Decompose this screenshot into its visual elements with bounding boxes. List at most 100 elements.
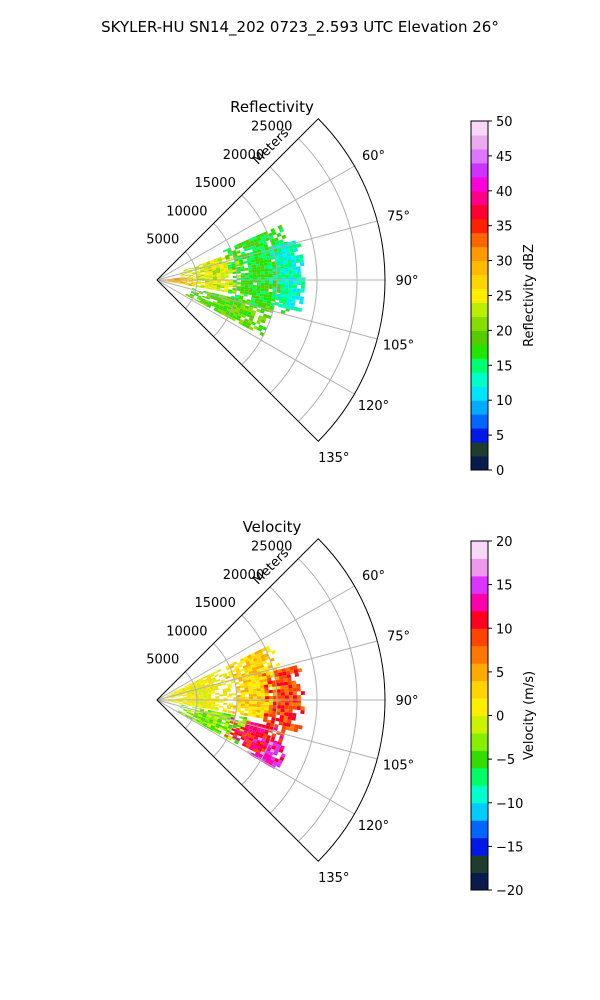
echo-cell [203,267,208,270]
echo-cell [244,318,249,323]
echo-cell [163,700,168,702]
echo-cell [279,756,285,762]
echo-cell [171,701,176,702]
echo-cell [243,667,249,671]
echo-cell [255,712,261,716]
echo-cell [290,302,296,307]
echo-cell [185,294,190,297]
echo-cell [170,693,175,696]
echo-cell [175,702,180,704]
echo-cell [167,281,172,283]
echo-cell [171,701,176,703]
echo-cell [196,684,202,687]
echo-cell [245,241,251,246]
colorbar-band [471,732,488,751]
echo-cell [232,304,238,308]
echo-cell [246,676,251,681]
echo-cell [243,682,248,686]
echo-cell [220,303,225,307]
echo-cell [232,271,237,275]
echo-cell [296,683,301,688]
echo-cell [266,734,272,740]
echo-cell [185,293,190,297]
echo-cell [207,698,212,700]
echo-cell [196,272,201,275]
echo-cell [207,704,212,707]
colorbar-band [471,316,488,331]
colorbar-tick-label: 30 [496,255,513,270]
echo-cell [216,285,221,288]
echo-cell [171,700,176,702]
echo-cell [207,703,212,706]
echo-cell [202,706,207,709]
echo-cell [227,264,232,267]
echo-cell [208,278,213,280]
echo-cell [174,695,179,697]
echo-cell [180,280,185,282]
echo-cell [258,315,263,320]
range-tick-label: 15000 [194,176,235,191]
echo-cell [212,277,217,280]
echo-cell [204,681,209,685]
echo-cell [271,231,277,236]
echo-cell [209,685,215,689]
echo-cell [224,303,229,307]
echo-cell [163,280,168,282]
echo-cell [280,267,285,272]
echo-cell [191,702,196,704]
echo-cell [251,667,257,671]
echo-cell [250,259,256,263]
echo-cell [241,723,246,727]
echo-cell [234,297,239,302]
echo-cell [217,299,222,303]
echo-cell [222,728,227,732]
colorbar-band [471,855,488,874]
echo-cell [199,709,204,712]
range-tick-label: 10000 [166,204,207,219]
echo-cell [210,690,215,693]
echo-cell [217,718,223,722]
echo-cell [252,287,257,291]
echo-cell [244,284,249,288]
echo-cell [235,686,241,689]
echo-cell [223,266,229,269]
echo-cell [259,232,265,238]
echo-cell [300,288,305,293]
colorbar-band [471,456,488,471]
echo-cell [254,744,259,750]
echo-cell [180,275,185,277]
echo-cell [195,299,200,303]
echo-cell [244,239,250,244]
echo-cell [206,295,211,299]
echo-cell [223,290,229,293]
echo-cell [269,249,274,254]
echo-cell [217,308,223,313]
echo-cell [264,280,269,283]
echo-cell [216,669,222,673]
echo-cell [187,269,192,272]
echo-cell [180,273,185,276]
echo-cell [187,697,192,699]
echo-cell [171,696,176,698]
echo-cell [177,711,182,714]
echo-cell [246,260,252,264]
echo-cell [255,261,260,265]
echo-cell [277,224,283,230]
echo-cell [225,721,230,725]
echo-cell [255,243,260,248]
echo-cell [199,269,205,272]
echo-cell [254,255,259,260]
echo-cell [248,668,253,672]
sector-frame [156,538,386,862]
echo-cell [274,676,280,681]
echo-cell [216,276,221,278]
echo-cell [292,277,297,282]
colorbar-band [471,372,488,387]
echo-cell [260,701,265,705]
echo-cell [241,240,246,245]
echo-cell [226,247,231,251]
echo-cell [248,267,253,271]
echo-cell [247,319,253,324]
echo-cell [231,728,236,732]
echo-cell [250,652,256,657]
